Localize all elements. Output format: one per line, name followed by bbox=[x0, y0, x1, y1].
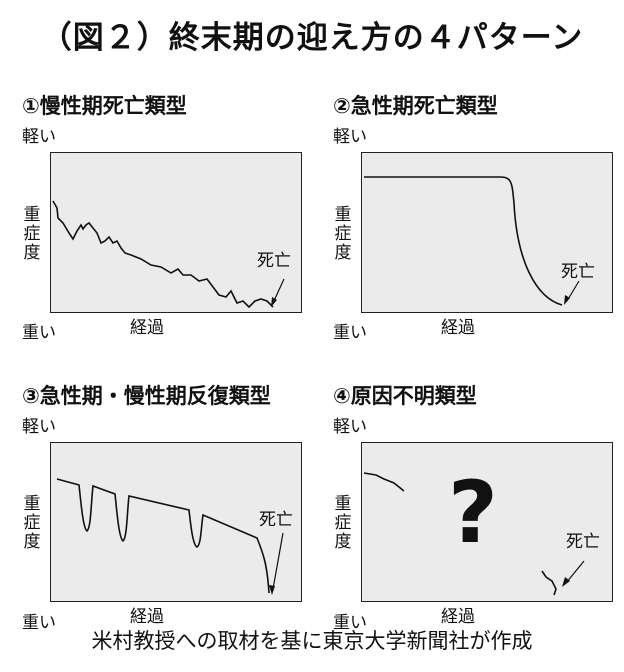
question-mark-icon: ? bbox=[448, 463, 498, 563]
chart-box: 死亡 bbox=[50, 152, 302, 313]
axis-time-label: 経過 bbox=[130, 607, 164, 627]
severity-curve bbox=[363, 472, 585, 596]
axis-severity-label: 重症度 bbox=[334, 205, 352, 263]
axis-heavy-label: 重い bbox=[22, 613, 56, 633]
axis-time-label: 経過 bbox=[441, 318, 475, 338]
axis-severity-label: 重症度 bbox=[334, 494, 352, 552]
panel-title: ②急性期死亡類型 bbox=[333, 94, 498, 118]
figure-title: （図２）終末期の迎え方の４パターン bbox=[40, 20, 584, 56]
chart-box: 死亡 bbox=[50, 442, 302, 602]
death-label: 死亡 bbox=[259, 510, 293, 530]
axis-light-label: 軽い bbox=[22, 127, 56, 147]
death-label: 死亡 bbox=[561, 262, 595, 282]
axis-light-label: 軽い bbox=[333, 417, 367, 437]
axis-severity-label: 重症度 bbox=[23, 205, 41, 263]
death-label: 死亡 bbox=[566, 532, 600, 552]
axis-severity-label: 重症度 bbox=[23, 494, 41, 552]
severity-curve bbox=[56, 478, 284, 595]
source-footer: 米村教授への取材を基に東京大学新聞社が作成 bbox=[91, 629, 533, 653]
axis-heavy-label: 重い bbox=[333, 323, 367, 343]
severity-curve bbox=[52, 200, 285, 309]
chart-box: ? 死亡 bbox=[361, 442, 613, 602]
death-label: 死亡 bbox=[257, 251, 291, 271]
panel-title: ④原因不明類型 bbox=[333, 384, 477, 408]
axis-time-label: 経過 bbox=[441, 607, 475, 627]
panel-title: ③急性期・慢性期反復類型 bbox=[22, 384, 271, 408]
panel-title: ①慢性期死亡類型 bbox=[22, 94, 187, 118]
severity-curve bbox=[364, 176, 580, 306]
axis-light-label: 軽い bbox=[22, 417, 56, 437]
axis-heavy-label: 重い bbox=[22, 323, 56, 343]
axis-light-label: 軽い bbox=[333, 127, 367, 147]
chart-box: 死亡 bbox=[361, 152, 613, 313]
axis-heavy-label: 重い bbox=[333, 613, 367, 633]
axis-time-label: 経過 bbox=[130, 318, 164, 338]
